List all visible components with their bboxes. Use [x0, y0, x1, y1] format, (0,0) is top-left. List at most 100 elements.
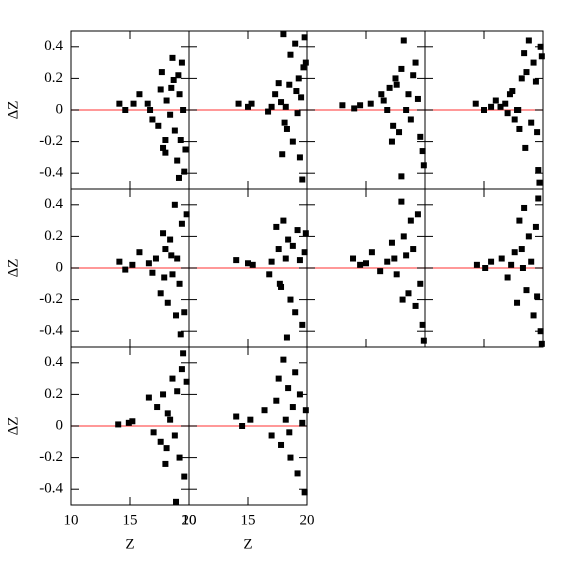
point: [378, 91, 385, 98]
point: [152, 255, 159, 262]
point: [282, 255, 289, 262]
point: [245, 260, 251, 267]
point: [174, 157, 181, 164]
point: [235, 100, 242, 107]
point: [289, 242, 296, 249]
point: [285, 385, 292, 392]
point: [301, 249, 308, 256]
point: [482, 265, 489, 271]
point: [169, 271, 176, 278]
point: [410, 246, 417, 253]
point: [292, 369, 299, 376]
point: [351, 105, 358, 112]
point: [289, 404, 296, 411]
y-tick-label: 0: [56, 259, 64, 275]
point: [523, 69, 530, 76]
point: [405, 290, 412, 297]
point: [525, 233, 532, 240]
point: [261, 407, 268, 414]
point: [116, 258, 123, 265]
y-tick-label: 0.4: [44, 38, 63, 54]
point: [492, 97, 499, 104]
point: [525, 37, 532, 44]
y-tick-label: 0.4: [44, 354, 63, 370]
point: [497, 103, 504, 110]
point: [162, 246, 169, 253]
y-tick-label: -0.4: [39, 165, 63, 181]
point: [488, 258, 495, 265]
point: [538, 53, 545, 60]
point: [473, 261, 480, 268]
point: [392, 75, 399, 82]
point: [125, 419, 132, 426]
point: [388, 138, 395, 145]
point: [339, 102, 346, 109]
y-tick-label: -0.2: [39, 449, 63, 465]
point: [266, 271, 273, 278]
point: [398, 173, 405, 180]
y-axis-label: ΔZ: [5, 101, 21, 120]
point: [182, 146, 189, 153]
point: [183, 378, 190, 385]
point: [160, 391, 167, 398]
point: [299, 419, 306, 426]
point: [403, 107, 410, 113]
point: [268, 432, 275, 439]
point: [388, 239, 395, 246]
y-tick-label: -0.4: [39, 323, 63, 339]
point: [410, 72, 417, 79]
point: [175, 174, 182, 181]
point: [283, 125, 290, 132]
point: [181, 168, 188, 175]
point: [176, 454, 183, 461]
point: [247, 416, 254, 423]
y-axis-label: ΔZ: [5, 417, 21, 436]
point: [149, 269, 156, 276]
x-axis-label: Z: [125, 536, 134, 552]
point: [173, 498, 180, 505]
point: [396, 129, 403, 136]
point: [295, 75, 302, 82]
point: [157, 86, 164, 93]
point: [122, 266, 129, 273]
point: [400, 233, 407, 240]
point: [386, 84, 393, 91]
y-tick-label: -0.4: [39, 481, 63, 497]
point: [181, 473, 188, 480]
point: [183, 211, 190, 218]
point: [115, 421, 122, 428]
point: [302, 230, 309, 237]
point: [301, 489, 308, 496]
point: [363, 260, 369, 267]
point: [384, 258, 391, 265]
point: [417, 280, 424, 287]
point: [400, 37, 407, 44]
point: [534, 293, 541, 300]
point: [162, 137, 169, 144]
point: [178, 366, 185, 373]
point: [157, 290, 164, 297]
point: [498, 255, 505, 262]
point: [472, 100, 479, 107]
point: [268, 103, 275, 110]
point: [278, 283, 285, 290]
x-tick-label: 15: [241, 512, 256, 528]
point: [136, 91, 143, 98]
point: [160, 230, 167, 237]
point: [294, 470, 301, 477]
point: [175, 72, 182, 79]
point: [174, 388, 181, 395]
point: [532, 78, 539, 85]
x-axis-label: Z: [243, 536, 252, 552]
point: [265, 108, 272, 115]
point: [287, 51, 294, 58]
point: [122, 107, 129, 113]
point: [275, 80, 282, 87]
point: [170, 76, 177, 83]
point: [167, 236, 174, 243]
point: [150, 429, 157, 436]
point: [535, 167, 542, 174]
point: [145, 260, 152, 267]
y-tick-label: 0: [56, 101, 64, 117]
point: [164, 299, 171, 306]
